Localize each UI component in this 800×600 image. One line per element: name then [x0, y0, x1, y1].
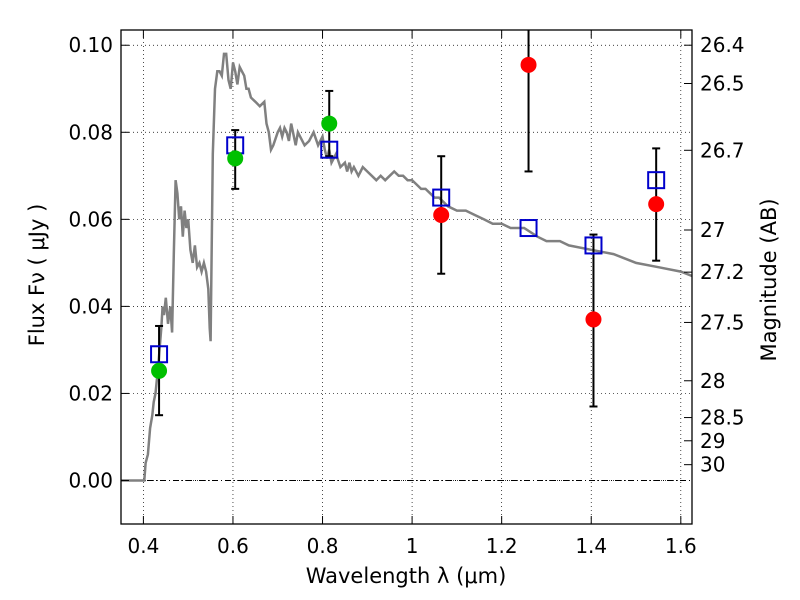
y-tick-label-1: 0.02: [68, 381, 113, 405]
template-spectrum-line: [121, 52, 693, 482]
detected-point-1: [227, 150, 244, 167]
mag-tick-label-6: 28: [700, 369, 725, 393]
mag-tick-label-8: 29: [700, 429, 725, 453]
x-tick-label-5: 1.4: [575, 534, 607, 558]
y-axis-label-left: Flux Fν ( μJy ): [25, 204, 49, 347]
x-axis-label: Wavelength λ (μm): [306, 564, 507, 588]
observed-flux-points: [151, 56, 665, 379]
model-square-6: [647, 171, 666, 190]
y-tick-label-0: 0.00: [68, 468, 113, 492]
x-tick-label-0: 0.4: [127, 534, 159, 558]
mag-tick-label-4: 27.2: [700, 260, 745, 284]
model-square-4: [519, 219, 538, 238]
y-axis-label-right: Magnitude (AB): [757, 198, 781, 361]
plot-frame: [120, 29, 693, 525]
mag-tick-label-3: 27: [700, 218, 725, 242]
x-tick-label-6: 1.6: [665, 534, 697, 558]
x-tick-label-4: 1.2: [486, 534, 518, 558]
detected-point-2: [321, 115, 338, 132]
mag-tick-label-5: 27.5: [700, 310, 745, 334]
lowsn-point-3: [648, 196, 665, 213]
y-tick-label-5: 0.10: [68, 33, 113, 57]
lowsn-point-2: [585, 311, 602, 328]
y-tick-label-4: 0.08: [68, 120, 113, 144]
x-tick-label-2: 0.8: [307, 534, 339, 558]
detected-point-0: [151, 362, 168, 379]
model-square-0: [150, 345, 169, 364]
y-tick-label-3: 0.06: [68, 207, 113, 231]
y-tick-labels: 0.00 0.02 0.04 0.06 0.08 0.10: [68, 33, 113, 492]
mag-tick-label-2: 26.7: [700, 138, 745, 162]
lowsn-point-1: [520, 56, 537, 73]
mag-tick-label-1: 26.5: [700, 72, 745, 96]
y-tick-label-2: 0.04: [68, 294, 113, 318]
x-tick-labels: 0.4 0.6 0.8 1 1.2 1.4 1.6: [127, 534, 696, 558]
model-square-3: [432, 188, 451, 207]
mag-tick-label-0: 26.4: [700, 33, 745, 57]
model-photometry-squares: [150, 136, 666, 364]
model-square-2: [320, 140, 339, 159]
lowsn-point-0: [433, 206, 450, 223]
model-square-5: [584, 236, 603, 255]
x-tick-label-1: 0.6: [217, 534, 249, 558]
mag-tick-label-9: 30: [700, 453, 725, 477]
axis-ticks: [121, 30, 692, 524]
error-bars: [155, 30, 661, 417]
mag-tick-label-7: 28.5: [700, 406, 745, 430]
x-tick-label-3: 1: [406, 534, 419, 558]
